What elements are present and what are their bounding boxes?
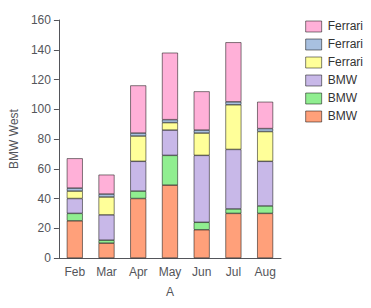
svg-text:Jun: Jun	[192, 265, 211, 279]
svg-text:60: 60	[38, 162, 52, 176]
svg-text:20: 20	[38, 221, 52, 235]
svg-text:80: 80	[38, 132, 52, 146]
svg-text:Mar: Mar	[96, 265, 117, 279]
svg-text:A: A	[166, 285, 174, 299]
svg-text:40: 40	[38, 192, 52, 206]
svg-text:Feb: Feb	[64, 265, 85, 279]
svg-text:160: 160	[31, 13, 51, 27]
svg-text:Ferrari: Ferrari	[328, 19, 363, 33]
svg-text:BMW: BMW	[328, 91, 358, 105]
svg-text:Ferrari: Ferrari	[328, 37, 363, 51]
svg-text:Aug: Aug	[254, 265, 275, 279]
svg-text:Ferrari: Ferrari	[328, 55, 363, 69]
svg-text:Apr: Apr	[129, 265, 148, 279]
svg-text:May: May	[159, 265, 182, 279]
svg-text:140: 140	[31, 43, 51, 57]
svg-text:0: 0	[44, 251, 51, 265]
svg-text:BMW West: BMW West	[7, 108, 21, 168]
svg-text:Jul: Jul	[226, 265, 241, 279]
svg-text:100: 100	[31, 102, 51, 116]
svg-text:BMW: BMW	[328, 73, 358, 87]
svg-text:120: 120	[31, 73, 51, 87]
svg-text:BMW: BMW	[328, 109, 358, 123]
